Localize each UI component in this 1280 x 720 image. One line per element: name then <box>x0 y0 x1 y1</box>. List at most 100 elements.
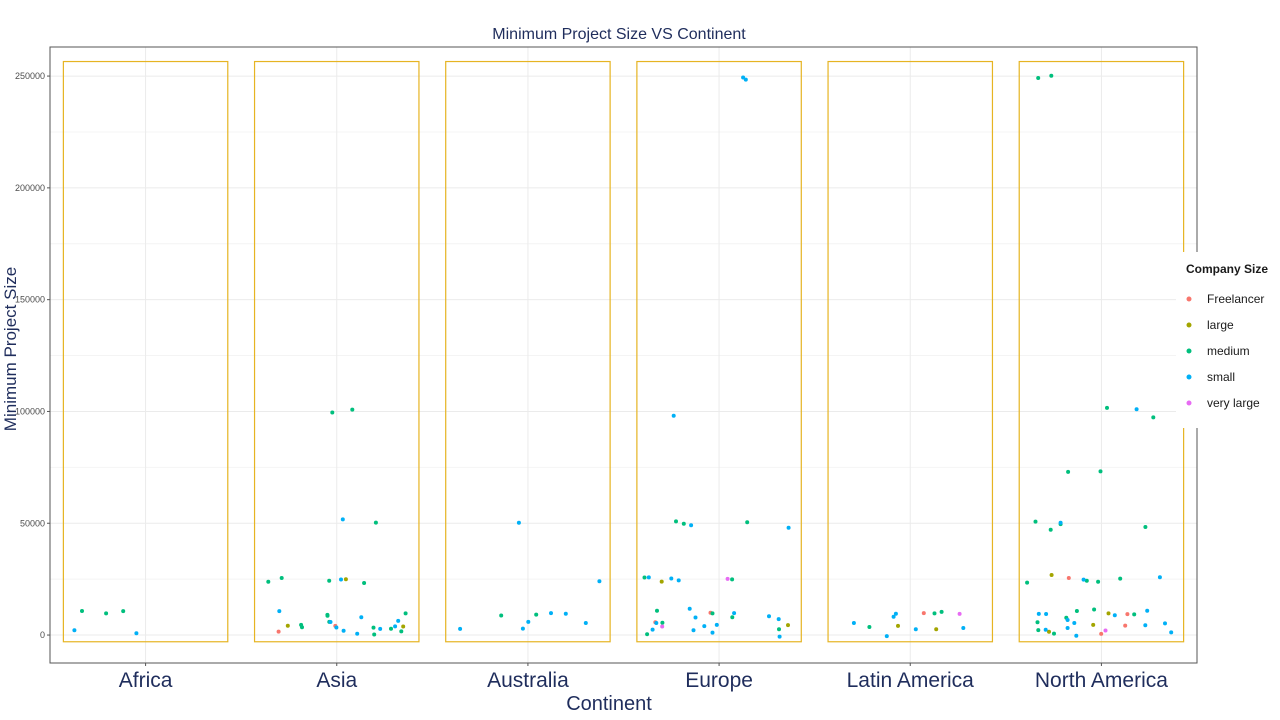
data-point <box>1066 576 1071 580</box>
data-point <box>730 577 735 582</box>
data-point <box>1092 607 1097 612</box>
legend-swatch <box>1186 322 1192 328</box>
legend-label: large <box>1207 318 1234 332</box>
continent-boxes <box>62 60 1185 643</box>
data-point <box>1163 621 1167 626</box>
data-point <box>325 613 330 618</box>
data-point <box>776 617 781 622</box>
data-point <box>1049 573 1054 577</box>
data-point <box>1035 620 1040 625</box>
data-point <box>645 632 650 637</box>
data-point <box>499 613 504 618</box>
legend-title: Company Size <box>1186 262 1268 276</box>
x-tick-label: Australia <box>487 669 569 692</box>
data-point <box>725 576 730 581</box>
data-point <box>867 625 872 629</box>
data-point <box>393 624 398 629</box>
data-point <box>957 611 962 616</box>
x-tick-label: Europe <box>685 669 753 692</box>
data-point <box>72 628 77 633</box>
data-point <box>659 579 664 584</box>
x-tick-label: Asia <box>316 669 357 692</box>
data-point <box>745 520 750 525</box>
data-point <box>1123 623 1128 628</box>
data-point <box>1036 611 1041 616</box>
data-point <box>1157 575 1162 580</box>
data-point <box>921 611 926 616</box>
data-point <box>891 614 896 619</box>
data-point <box>1134 407 1139 412</box>
legend: Company Size Freelancer large medium small v… <box>1176 252 1280 428</box>
data-point <box>896 623 900 628</box>
data-point <box>913 627 918 632</box>
y-tick-label: 0 <box>40 630 45 640</box>
data-point <box>276 629 281 634</box>
x-axis-label: Continent <box>566 693 652 715</box>
data-point <box>710 611 715 616</box>
data-point <box>1048 527 1053 532</box>
data-point <box>777 627 781 632</box>
data-points <box>72 73 1174 639</box>
data-point <box>1065 618 1070 622</box>
data-point <box>1025 580 1030 585</box>
data-point <box>1049 73 1054 78</box>
data-point <box>786 623 790 628</box>
data-point <box>1103 628 1108 633</box>
x-tick-label: North America <box>1035 669 1168 692</box>
data-point <box>676 578 681 583</box>
data-point <box>654 621 659 625</box>
data-point <box>378 626 383 631</box>
data-point <box>339 577 343 582</box>
legend-swatch <box>1186 374 1192 380</box>
x-tick-label: Africa <box>119 669 173 692</box>
data-point <box>786 525 791 530</box>
data-point <box>934 627 939 632</box>
data-point <box>660 624 665 629</box>
data-point <box>777 634 782 639</box>
data-point <box>1106 611 1111 616</box>
data-point <box>710 630 715 635</box>
data-point <box>516 520 521 525</box>
data-point <box>396 618 401 623</box>
data-point <box>1099 631 1104 636</box>
data-point <box>328 620 333 624</box>
legend-label: small <box>1207 370 1235 384</box>
data-point <box>1044 612 1049 616</box>
data-point <box>1033 519 1038 524</box>
data-point <box>1066 469 1071 474</box>
data-point <box>1091 622 1096 627</box>
data-point <box>121 609 126 614</box>
data-point <box>1143 525 1148 529</box>
data-point <box>730 615 735 620</box>
data-point <box>1169 630 1174 635</box>
x-axis-ticks: Africa Asia Australia Europe Latin America No… <box>119 663 1168 692</box>
y-axis-ticks: 0 50000 100000 150000 200000 250000 <box>15 71 50 640</box>
data-point <box>134 631 139 636</box>
data-point <box>343 577 348 582</box>
data-point <box>1145 608 1150 613</box>
data-point <box>767 614 771 619</box>
continent-box <box>827 60 994 643</box>
legend-label: very large <box>1207 396 1260 410</box>
continent-box <box>445 60 611 643</box>
data-point <box>932 611 937 616</box>
data-point <box>389 626 393 631</box>
data-point <box>1036 76 1041 80</box>
data-point <box>1096 579 1101 584</box>
data-point <box>520 626 525 631</box>
data-point <box>961 626 966 630</box>
data-point <box>646 575 651 580</box>
data-point <box>687 606 692 611</box>
data-point <box>458 626 463 631</box>
data-point <box>1074 609 1079 613</box>
data-point <box>340 517 345 522</box>
data-point <box>743 77 748 82</box>
data-point <box>1072 621 1077 625</box>
data-point <box>1052 631 1056 636</box>
data-point <box>334 625 339 630</box>
data-point <box>277 609 282 614</box>
data-point <box>583 621 588 625</box>
y-tick-label: 200000 <box>15 183 45 193</box>
data-point <box>650 627 655 632</box>
